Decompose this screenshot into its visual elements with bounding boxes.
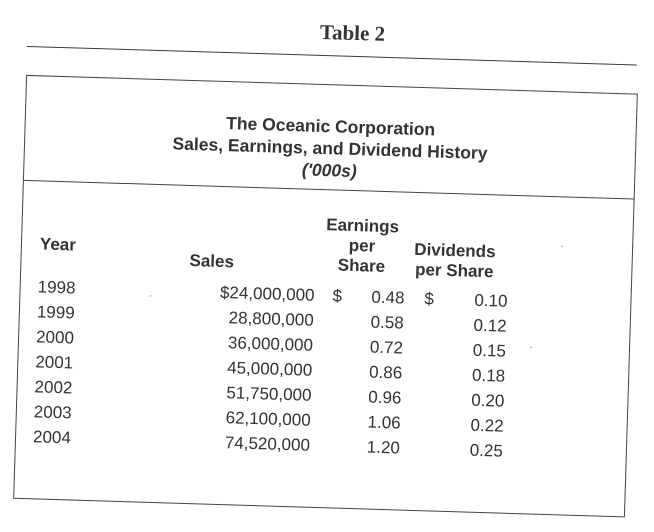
scan-speck <box>561 245 564 248</box>
cell-eps: 1.06 <box>367 412 401 433</box>
cell-year: 1998 <box>37 277 76 298</box>
cell-eps: 0.96 <box>368 387 402 408</box>
column-header-eps: Earnings per Share <box>316 215 408 278</box>
cell-eps: 0.48 <box>371 287 405 308</box>
cell-sales: 62,100,000 <box>225 408 312 430</box>
cell-dps: 0.15 <box>472 340 507 361</box>
table-label: Table 2 <box>319 19 386 46</box>
cell-sales: 45,000,000 <box>226 358 313 380</box>
data-table: Year Sales Earnings per Share Dividends … <box>27 76 637 460</box>
cell-dps: 0.12 <box>473 315 507 336</box>
column-header-dps: Dividends per Share <box>398 239 511 282</box>
cell-dps: 0.18 <box>471 365 506 386</box>
cell-eps: 0.72 <box>369 337 404 358</box>
eps-header-line3: Share <box>337 255 386 276</box>
column-header-sales: Sales <box>189 251 235 272</box>
title-divider <box>26 45 637 66</box>
cell-year: 2004 <box>32 427 72 448</box>
cell-dps: 0.25 <box>469 440 504 461</box>
cell-eps: 0.58 <box>370 312 405 333</box>
eps-header-line2: per <box>348 235 376 256</box>
cell-dps: 0.22 <box>470 415 504 436</box>
cell-year: 2000 <box>35 327 75 348</box>
cell-sales: 36,000,000 <box>227 333 314 355</box>
cell-sales: 51,750,000 <box>226 383 312 405</box>
cell-sales: $24,000,000 <box>219 282 315 305</box>
eps-header-line1: Earnings <box>326 215 400 237</box>
cell-dps: 0.20 <box>471 390 505 411</box>
cell-eps: 1.20 <box>366 437 401 458</box>
cell-eps: 0.86 <box>368 362 403 383</box>
column-header-year: Year <box>39 234 77 255</box>
cell-sales: 28,800,000 <box>228 308 315 330</box>
table-box: The Oceanic Corporation Sales, Earnings,… <box>13 74 638 518</box>
cell-year: 2002 <box>34 377 73 398</box>
table-heading: The Oceanic Corporation Sales, Earnings,… <box>24 106 636 191</box>
cell-year: 1999 <box>36 302 75 323</box>
cell-year: 2001 <box>35 352 74 373</box>
cell-year: 2003 <box>33 402 72 423</box>
scan-speck <box>530 346 533 349</box>
dps-header-line2: per Share <box>414 259 494 282</box>
cell-dps: 0.10 <box>474 290 508 311</box>
scan-speck <box>149 294 152 297</box>
cell-sales: 74,520,000 <box>224 433 311 455</box>
